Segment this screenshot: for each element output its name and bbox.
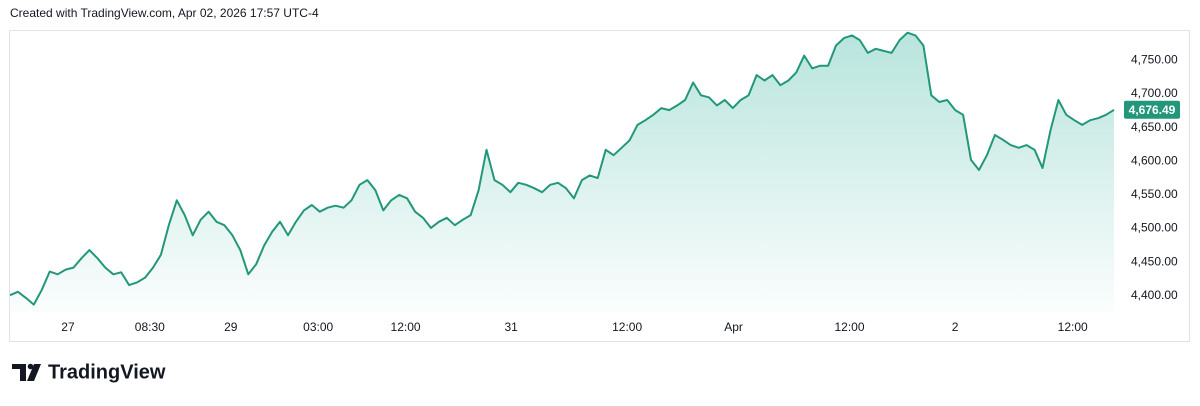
x-tick-label: 12:00 — [1058, 320, 1088, 334]
logo — [12, 363, 41, 381]
y-tick-label: 4,400.00 — [1131, 288, 1178, 302]
y-tick-label: 4,500.00 — [1131, 221, 1178, 235]
last-price-label: 4,676.49 — [1129, 103, 1176, 117]
chart-frame — [9, 30, 1190, 342]
x-tick-label: 31 — [504, 320, 518, 334]
y-tick-label: 4,650.00 — [1131, 120, 1178, 134]
y-tick-label: 4,600.00 — [1131, 153, 1178, 167]
header-text: Created with TradingView.com, Apr 02, 20… — [10, 6, 319, 20]
x-tick-label: 29 — [224, 320, 238, 334]
y-tick-label: 4,700.00 — [1131, 86, 1178, 100]
brand: TradingView — [48, 361, 166, 383]
y-tick-label: 4,550.00 — [1131, 187, 1178, 201]
x-tick-label: 2 — [952, 320, 959, 334]
x-tick-label: 12:00 — [612, 320, 642, 334]
x-tick-label: 08:30 — [135, 320, 165, 334]
x-tick-label: 12:00 — [835, 320, 865, 334]
x-tick-label: 27 — [61, 320, 75, 334]
area-fill — [10, 32, 1114, 312]
x-tick-label: 03:00 — [303, 320, 333, 334]
last-price-badge — [1124, 100, 1180, 119]
price-line — [9, 31, 1115, 306]
y-tick-label: 4,750.00 — [1131, 52, 1178, 66]
x-tick-label: Apr — [724, 320, 743, 334]
x-tick-label: 12:00 — [391, 320, 421, 334]
y-tick-label: 4,450.00 — [1131, 254, 1178, 268]
